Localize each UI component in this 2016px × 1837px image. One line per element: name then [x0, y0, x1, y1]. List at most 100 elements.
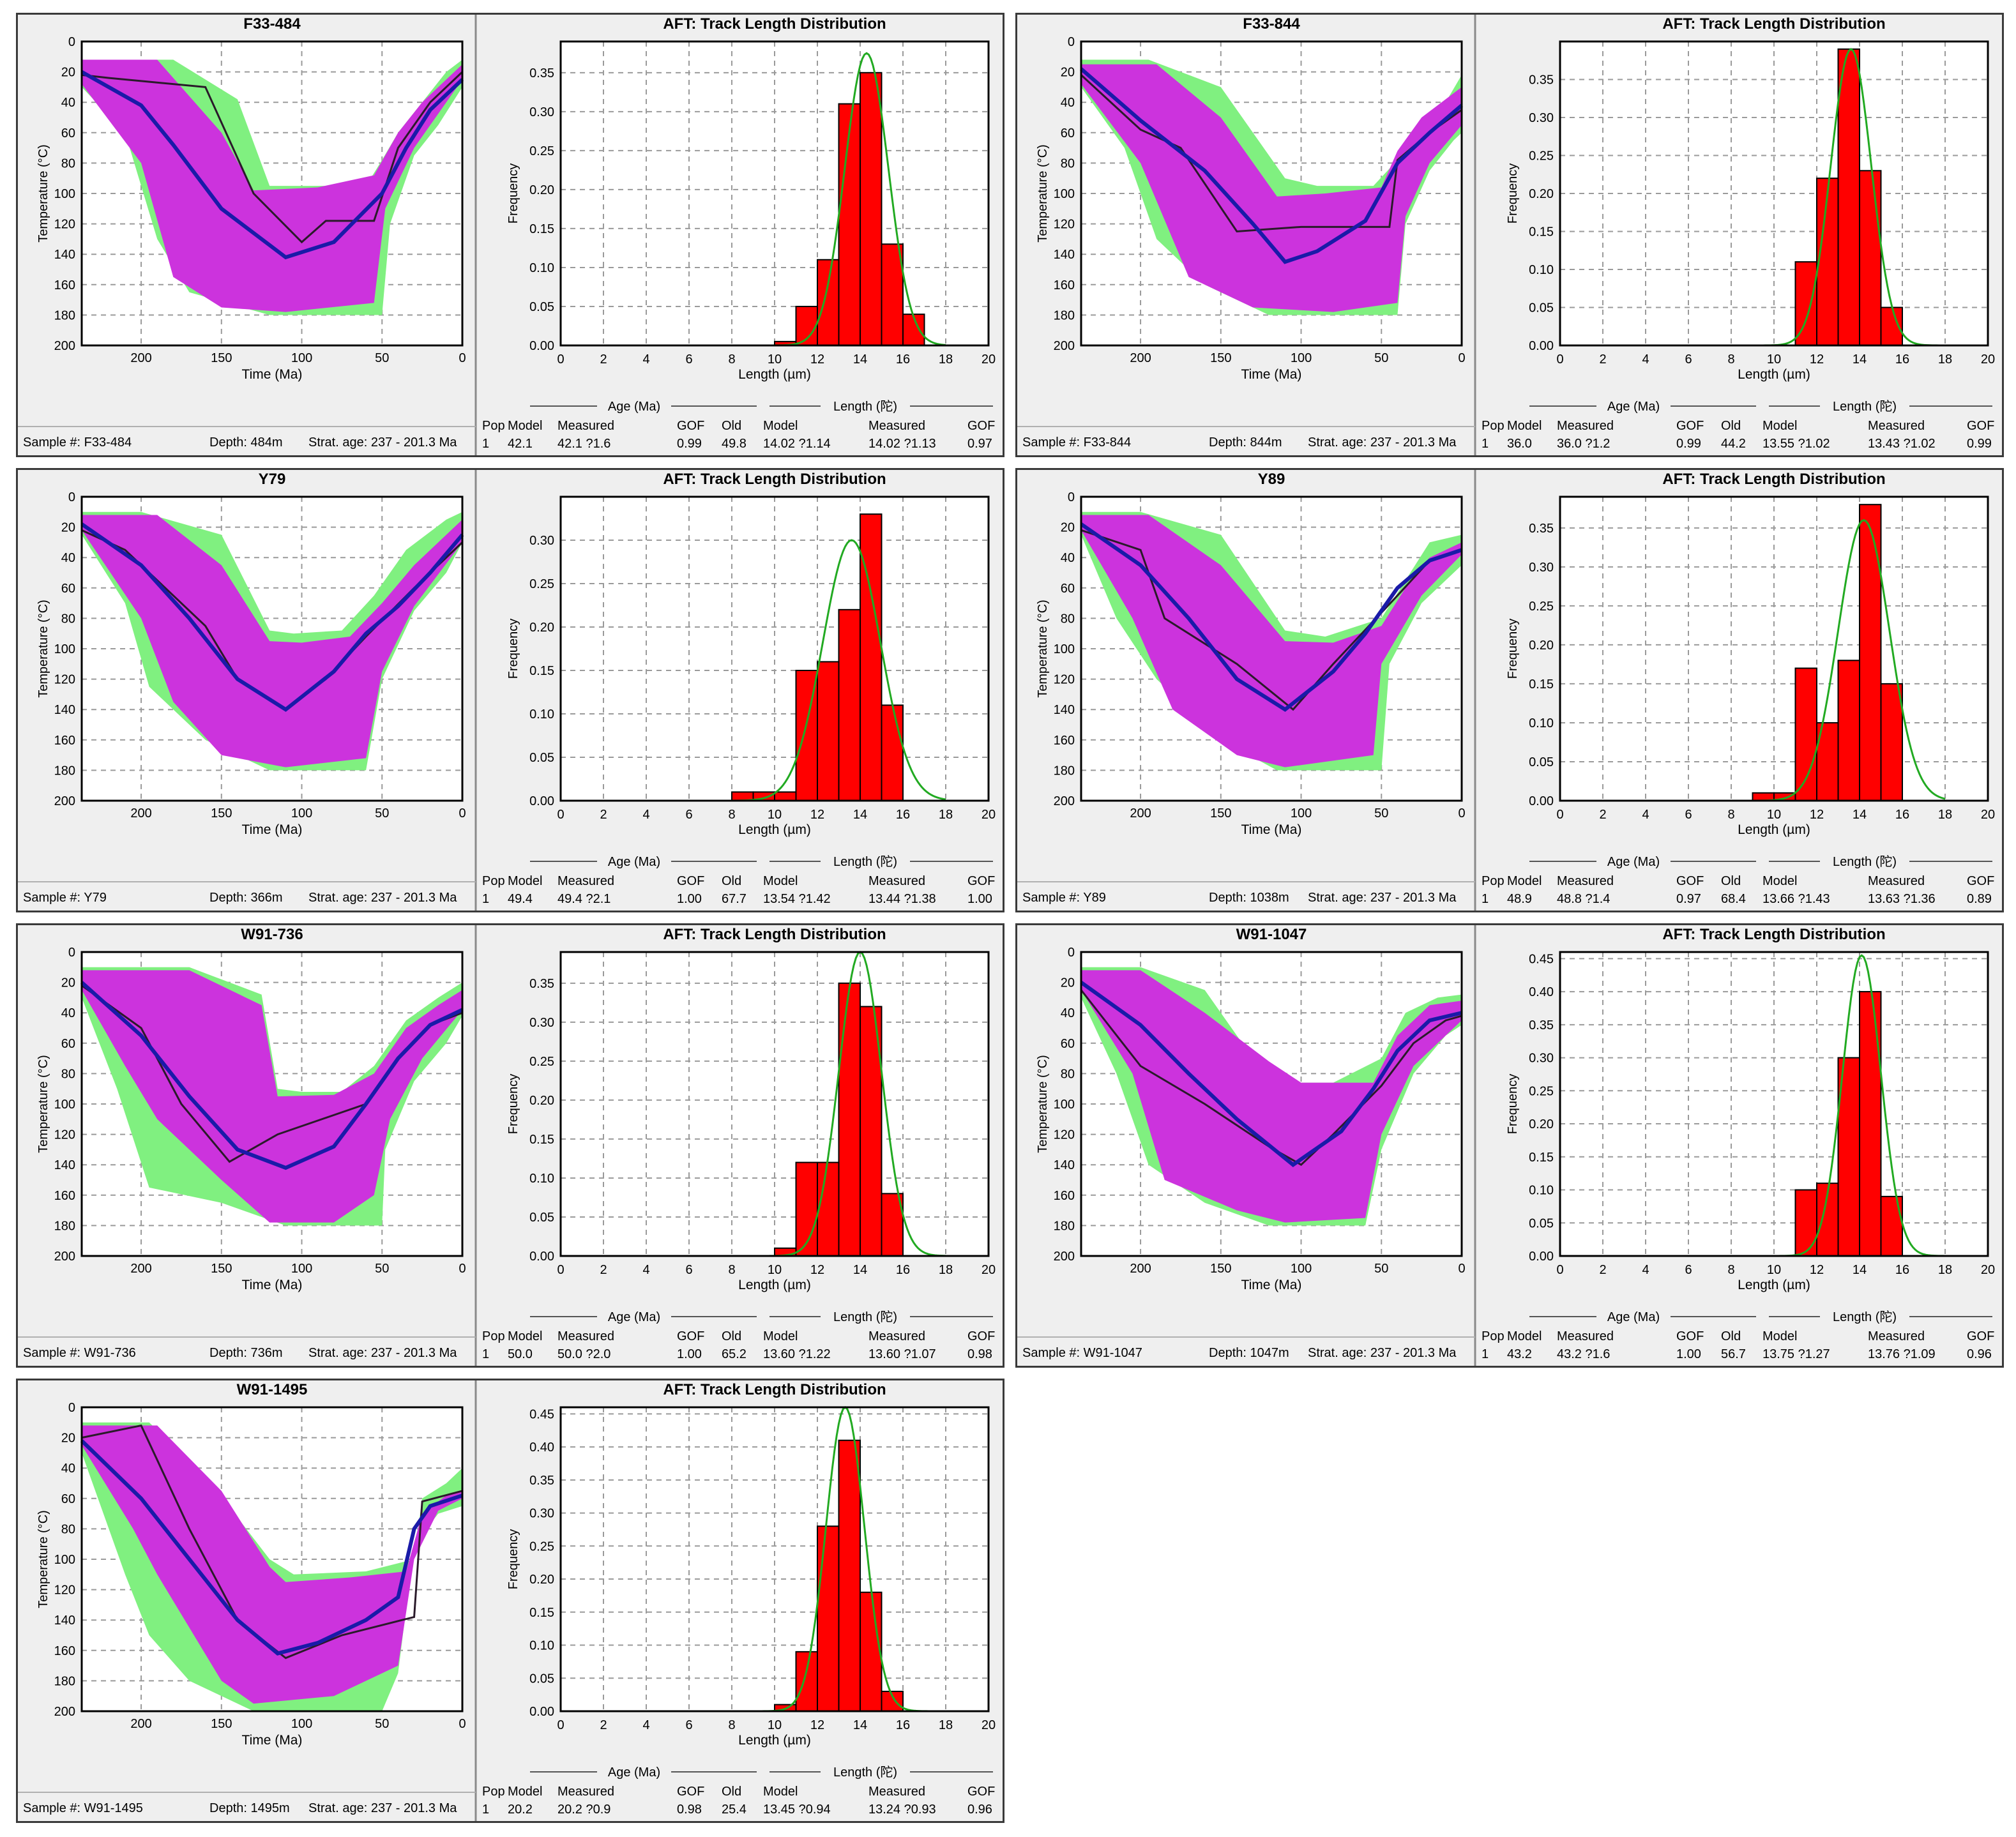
x-tick-label: 0 [1556, 352, 1563, 367]
y-tick-label: 0.20 [1529, 639, 1554, 653]
strat-age-label: Strat. age: 237 - 201.3 Ma [1308, 1346, 1457, 1360]
x-tick-label: 50 [1374, 1262, 1388, 1276]
stat-col-age_measured-header: Measured [1557, 419, 1614, 433]
stat-col-len_model-header: Model [763, 1329, 798, 1343]
x-tick-label: 18 [1938, 1263, 1952, 1277]
depth-label: Depth: 736m [209, 1346, 283, 1360]
stat-len_gof-value: 0.98 [967, 1347, 992, 1361]
x-tick-label: 4 [642, 1263, 649, 1277]
x-tick-label: 4 [642, 1718, 649, 1732]
x-tick-label: 50 [1374, 351, 1388, 365]
x-tick-label: 4 [642, 352, 649, 367]
x-tick-label: 20 [981, 808, 996, 822]
x-tick-label: 6 [1685, 352, 1692, 367]
y-tick-label: 200 [1054, 794, 1075, 808]
length-header: Length (陀) [833, 854, 897, 869]
x-tick-label: 150 [211, 1717, 232, 1731]
stat-col-age_measured-header: Measured [557, 1785, 614, 1799]
y-tick-label: 40 [61, 551, 75, 565]
y-tick-label: 20 [1061, 976, 1075, 990]
histogram-bar [795, 1651, 818, 1712]
stat-pop-value: 1 [482, 437, 489, 451]
stat-age_gof-value: 0.98 [677, 1803, 702, 1817]
y-tick-label: 120 [1054, 673, 1075, 687]
y-tick-label: 100 [54, 642, 75, 656]
stat-col-age_model-header: Model [1507, 419, 1542, 433]
stat-len_gof-value: 0.96 [1967, 1347, 1992, 1361]
x-tick-label: 10 [1767, 352, 1781, 367]
stat-col-age_measured-header: Measured [557, 874, 614, 888]
y-tick-label: 0.30 [1529, 561, 1554, 575]
sample-number-label: Sample #: F33-844 [1022, 435, 1131, 450]
stat-col-age_gof-header: GOF [677, 1785, 704, 1799]
x-tick-label: 14 [1853, 808, 1867, 822]
x-tick-label: 8 [728, 808, 735, 822]
x-tick-label: 150 [211, 1262, 232, 1276]
y-tick-label: 140 [54, 703, 75, 717]
x-tick-label: 0 [557, 1718, 564, 1732]
path-plot-border [80, 1406, 464, 1712]
path-y-axis-label: Temperature (°C) [1036, 144, 1050, 243]
depth-label: Depth: 366m [209, 891, 283, 905]
stat-age_model-value: 48.9 [1507, 892, 1532, 906]
path-x-axis-label: Time (Ma) [1241, 367, 1302, 382]
stat-age_measured-value: 48.8 ?1.4 [1557, 892, 1610, 906]
age-header: Age (Ma) [1607, 400, 1660, 414]
y-tick-label: 140 [1054, 1158, 1075, 1172]
y-tick-label: 0.30 [529, 1507, 554, 1521]
stat-col-age_gof-header: GOF [1676, 419, 1704, 433]
x-tick-label: 14 [1853, 1263, 1867, 1277]
x-tick-label: 150 [1210, 1262, 1231, 1276]
x-tick-label: 100 [1291, 1262, 1312, 1276]
x-tick-label: 50 [375, 806, 389, 820]
path-y-axis-label: Temperature (°C) [1036, 1055, 1050, 1153]
y-tick-label: 180 [54, 308, 75, 322]
y-tick-label: 100 [1054, 187, 1075, 201]
x-tick-label: 100 [291, 1262, 312, 1276]
y-tick-label: 0.25 [1529, 1084, 1554, 1098]
y-tick-label: 140 [1054, 248, 1075, 262]
stat-col-len_model-header: Model [763, 419, 798, 433]
x-tick-label: 4 [1642, 352, 1649, 367]
sample-number-label: Sample #: W91-736 [23, 1346, 136, 1360]
y-tick-label: 0.05 [1529, 1216, 1554, 1230]
stat-len_model-value: 13.54 ?1.42 [763, 892, 831, 906]
best-fit-path [80, 70, 464, 260]
y-tick-label: 0.15 [1529, 225, 1554, 239]
x-tick-label: 0 [459, 1717, 466, 1731]
y-tick-label: 100 [1054, 1098, 1075, 1112]
sample-panel-w91-1047: W91-1047 200 150 100 50 0 0 20 40 60 80 100 120 140 16… [1015, 923, 2004, 1368]
histogram-bar [860, 1591, 883, 1712]
stat-len_measured-value: 14.02 ?1.13 [868, 437, 936, 451]
y-tick-label: 0.10 [1529, 716, 1554, 730]
y-tick-label: 40 [1061, 551, 1075, 565]
path-y-axis-label: Temperature (°C) [36, 144, 50, 243]
y-tick-label: 0 [68, 35, 75, 49]
strat-age-label: Strat. age: 237 - 201.3 Ma [1308, 435, 1457, 450]
y-tick-label: 40 [61, 1462, 75, 1476]
x-tick-label: 6 [685, 352, 692, 367]
x-tick-label: 14 [1853, 352, 1867, 367]
y-tick-label: 40 [61, 96, 75, 110]
histogram-bar [1859, 991, 1882, 1257]
y-tick-label: 0.05 [529, 300, 554, 314]
path-plot-border [80, 40, 464, 347]
length-header: Length (陀) [833, 399, 897, 414]
x-tick-label: 0 [459, 806, 466, 820]
hist-plot-area [559, 1406, 990, 1712]
y-tick-label: 0.00 [529, 1250, 554, 1264]
stat-len_model-value: 13.55 ?1.02 [1762, 437, 1830, 451]
x-tick-label: 6 [685, 1263, 692, 1277]
y-tick-label: 0.15 [529, 222, 554, 236]
y-tick-label: 80 [1061, 156, 1075, 170]
x-tick-label: 10 [1767, 1263, 1781, 1277]
histogram-bar [838, 609, 861, 802]
stat-pop-value: 1 [482, 892, 489, 906]
length-header: Length (陀) [1833, 399, 1897, 414]
y-tick-label: 80 [1061, 612, 1075, 626]
x-tick-label: 0 [1458, 351, 1465, 365]
x-tick-label: 16 [896, 1263, 910, 1277]
x-tick-label: 14 [853, 1718, 867, 1732]
